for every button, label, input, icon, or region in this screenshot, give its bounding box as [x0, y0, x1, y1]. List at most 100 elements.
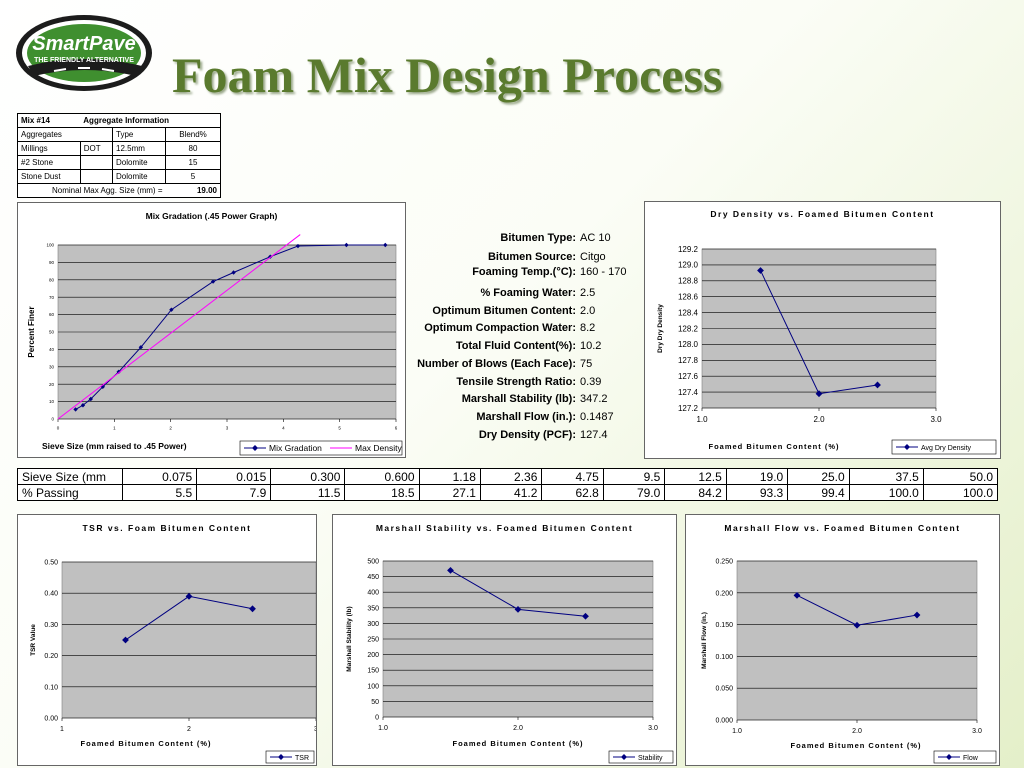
percent-passing-cell: 99.4 [787, 484, 850, 501]
y-tick-label: 0.000 [715, 717, 733, 724]
y-tick-label: 0 [375, 714, 379, 721]
percent-passing-cell: 18.5 [344, 484, 420, 501]
x-axis-label: Sieve Size (mm raised to .45 Power) [42, 441, 187, 451]
y-tick-label: 0.40 [44, 591, 58, 598]
chart-title: Marshall Stability vs. Foamed Bitumen Co… [376, 523, 633, 533]
data-point [116, 369, 121, 375]
legend-marker [946, 754, 952, 760]
data-point [295, 243, 301, 249]
table-row: Sieve Size (mm 0.075 0.015 0.300 0.600 1.18 2… [17, 468, 999, 485]
y-tick-label: 0.00 [44, 715, 58, 722]
table-cell: Stone Dust [17, 169, 81, 184]
y-tick-label: 100 [367, 683, 379, 690]
property-row: Number of Blows (Each Face): 75 [412, 358, 642, 374]
data-point [853, 621, 861, 629]
sieve-size-cell: 0.600 [344, 468, 420, 485]
y-tick-label: 0.200 [715, 590, 733, 597]
table-cell: 12.5mm [112, 141, 166, 156]
x-axis-label: Foamed Bitumen Content (%) [81, 739, 212, 748]
flow-chart-panel: Marshall Flow vs. Foamed Bitumen Content… [685, 514, 1000, 766]
x-tick-label: 2 [169, 426, 172, 431]
plot-area [736, 560, 978, 721]
legend-label: TSR [295, 755, 309, 762]
y-tick-label: 0.100 [715, 654, 733, 661]
x-tick-label: 1 [113, 426, 116, 431]
table-cell: 80 [165, 141, 221, 156]
y-tick-label: 70 [49, 295, 55, 300]
property-label: Tensile Strength Ratio: [456, 376, 576, 388]
percent-passing-cell: 79.0 [602, 484, 666, 501]
percent-passing-cell: 100.0 [848, 484, 924, 501]
y-tick-label: 50 [49, 330, 55, 335]
data-point [793, 591, 801, 599]
table-cell: DOT [79, 141, 114, 156]
tsr-chart: TSR vs. Foam Bitumen Content 0.00 0.10 0.20… [30, 523, 316, 764]
data-point [122, 636, 129, 644]
y-axis-label: Percent Finer [27, 306, 36, 357]
plot-area [61, 561, 316, 719]
table-row: Nominal Max Agg. Size (mm) = 19.00 [17, 183, 221, 198]
data-point [249, 605, 256, 613]
property-label: Bitumen Type: [500, 232, 576, 244]
data-point [231, 270, 236, 275]
data-point [100, 384, 105, 390]
y-tick-label: 0 [51, 417, 54, 422]
percent-passing-cell: 93.3 [725, 484, 789, 501]
col-header: Blend% [165, 127, 221, 142]
property-value: 2.5 [580, 287, 596, 299]
y-tick-label: 400 [367, 590, 379, 597]
property-value: 8.2 [580, 322, 596, 334]
sieve-size-cell: 9.5 [602, 468, 666, 485]
y-tick-label: 128.6 [678, 293, 699, 302]
nominal-size-label: Nominal Max Agg. Size (mm) = [17, 183, 166, 198]
property-label: Foaming Temp.(°C): [472, 266, 576, 278]
x-tick-label: 1.0 [732, 728, 742, 735]
col-header: Type [112, 127, 166, 142]
y-tick-label: 128.2 [678, 324, 699, 333]
sieve-size-cell: 1.18 [418, 468, 481, 485]
col-header: Aggregates [17, 127, 113, 142]
aggregate-info-table: Mix #14 Aggregate Information Aggregates… [17, 113, 222, 198]
legend-box [933, 750, 997, 764]
legend-label: Stability [638, 755, 663, 762]
percent-passing-cell: 7.9 [196, 484, 272, 501]
table-cell: 5 [165, 169, 221, 184]
sieve-size-cell: 37.5 [848, 468, 924, 485]
y-tick-label: 150 [367, 668, 379, 675]
table-cell: 15 [165, 155, 221, 170]
y-tick-label: 127.4 [678, 388, 699, 397]
y-tick-label: 0.050 [715, 686, 733, 693]
table-row: Aggregates Type Blend% [17, 127, 221, 142]
table-cell: Dolomite [112, 169, 166, 184]
y-tick-label: 30 [49, 364, 55, 369]
y-tick-label: 0.150 [715, 622, 733, 629]
flow-chart: Marshall Flow vs. Foamed Bitumen Content… [701, 523, 997, 764]
y-tick-label: 10 [49, 399, 55, 404]
y-axis-label: Marshall Stability (lb) [346, 606, 353, 671]
y-tick-label: 450 [367, 574, 379, 581]
y-tick-label: 0.10 [44, 684, 58, 691]
table-cell [79, 169, 114, 184]
property-value: 2.0 [580, 305, 596, 317]
property-value: 127.4 [580, 429, 608, 441]
property-label: Bitumen Source: [487, 251, 576, 263]
y-tick-label: 129.2 [678, 245, 699, 254]
property-row: Optimum Bitumen Content: 2.0 [412, 305, 642, 321]
x-tick-label: 2.0 [513, 725, 523, 732]
logo-tagline: THE FRIENDLY ALTERNATIVE [34, 57, 134, 64]
series-line [57, 234, 301, 420]
tsr-chart-panel: TSR vs. Foam Bitumen Content 0.00 0.10 0.20… [17, 514, 317, 766]
legend-marker [252, 445, 258, 451]
x-tick-label: 0 [57, 426, 60, 431]
property-label: % Foaming Water: [480, 287, 576, 299]
y-tick-label: 0.30 [44, 622, 58, 629]
data-point [874, 381, 881, 389]
property-row: Optimum Compaction Water: 8.2 [412, 322, 642, 338]
legend-box [891, 439, 997, 455]
legend-marker [621, 754, 627, 760]
row-label: Sieve Size (mm [17, 468, 123, 485]
sieve-size-cell: 25.0 [787, 468, 850, 485]
property-value: 10.2 [580, 340, 602, 352]
property-label: Marshall Flow (in.): [476, 411, 576, 423]
x-tick-label: 4 [282, 426, 285, 431]
